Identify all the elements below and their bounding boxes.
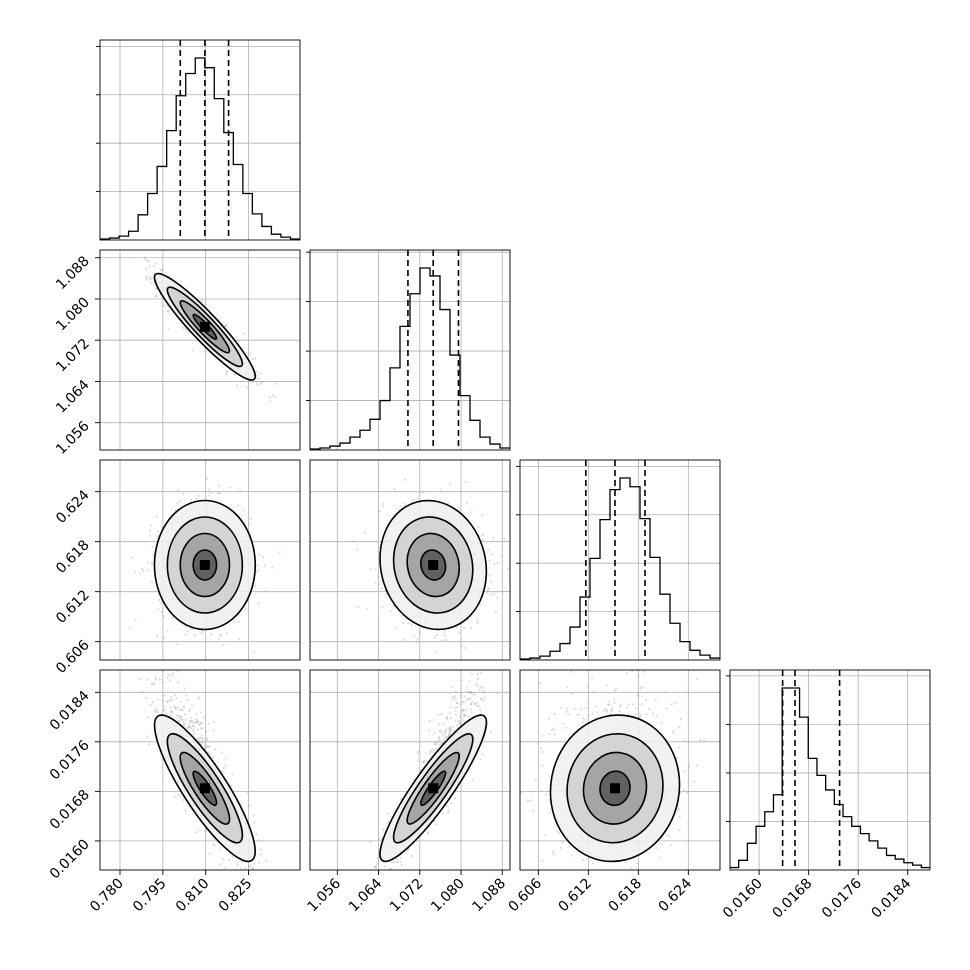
y-tick-label: 0.0160 [47, 836, 93, 882]
y-tick-label: 0.0168 [47, 787, 93, 833]
histogram-step [520, 477, 720, 660]
panel-background [310, 250, 510, 450]
contour-1 [166, 732, 244, 844]
y-tick-label: 0.624 [53, 487, 93, 527]
panel-background [730, 670, 930, 870]
y-tick-label: 1.072 [53, 336, 93, 376]
contour-0 [153, 499, 257, 631]
panel-background [520, 460, 720, 660]
contour-1 [166, 286, 244, 368]
contour-1 [392, 733, 474, 844]
y-tick-label: 1.056 [53, 418, 93, 458]
density-peak [428, 560, 439, 570]
panel-frame [99, 669, 301, 871]
contour-0 [153, 272, 257, 381]
panel-frame [309, 249, 511, 451]
density-peak [428, 783, 439, 794]
density-peak [199, 783, 210, 794]
y-tick-label: 0.618 [53, 537, 93, 577]
contour-3 [420, 549, 447, 581]
x-tick-label: 0.810 [173, 876, 213, 916]
contour-3 [192, 770, 218, 807]
y-tick-label: 0.612 [53, 587, 93, 627]
density-peak [199, 321, 210, 332]
panel-frame [99, 249, 301, 451]
panel-frame [519, 669, 721, 871]
marginal-hist-0 [96, 39, 301, 241]
x-tick-label: 1.080 [428, 876, 468, 916]
density-peak [199, 560, 210, 570]
y-tick-label: 1.080 [53, 294, 93, 334]
contour-2 [179, 532, 231, 598]
joint-panel-2-0 [99, 459, 301, 661]
contour-2 [582, 751, 648, 825]
panel-frame [309, 669, 511, 871]
y-tick-label: 0.0184 [47, 688, 93, 734]
contour-1 [566, 732, 664, 844]
x-axis-3: 0.0160 0.0168 0.0176 0.0184 [720, 870, 915, 921]
contour-3 [419, 770, 447, 807]
panel-background [100, 40, 300, 240]
panel-frame [99, 39, 301, 241]
x-tick-label: 0.795 [130, 876, 170, 916]
marginal-hist-2 [516, 459, 721, 661]
contour-3 [192, 313, 218, 340]
y-tick-label: 1.088 [53, 253, 93, 293]
panel-frame [99, 459, 301, 661]
marginal-hist-3 [726, 669, 931, 871]
x-tick-label: 1.088 [469, 876, 509, 916]
joint-panel-1-0 [99, 249, 301, 451]
contour-0 [379, 499, 488, 631]
contour-1 [392, 516, 474, 614]
y-axis-2: 0.606 0.612 0.618 0.624 [53, 487, 100, 677]
contour-2 [406, 751, 460, 825]
contour-1 [166, 516, 244, 614]
joint-panel-3-1 [309, 669, 511, 871]
joint-panel-3-2 [519, 669, 721, 871]
marginal-hist-1 [306, 249, 511, 451]
x-tick-label: 0.606 [505, 875, 545, 915]
joint-panel-2-1 [309, 459, 511, 661]
contour-3 [192, 549, 218, 581]
y-tick-label: 0.0176 [47, 737, 93, 783]
x-tick-label: 1.064 [346, 875, 386, 915]
x-tick-label: 0.0176 [819, 875, 865, 921]
contour-0 [379, 714, 488, 863]
contour-3 [599, 770, 631, 807]
histogram-step [730, 687, 930, 869]
x-tick-label: 0.0160 [720, 876, 766, 922]
x-axis-0: 0.780 0.795 0.810 0.825 [87, 870, 255, 915]
y-tick-label: 1.064 [53, 377, 93, 417]
panel-background [100, 250, 300, 450]
panel-frame [519, 459, 721, 661]
x-tick-label: 0.624 [655, 875, 695, 915]
x-tick-label: 1.072 [387, 876, 427, 916]
x-tick-label: 0.0168 [770, 876, 816, 922]
contour-0 [153, 714, 256, 863]
contour-2 [179, 300, 231, 354]
x-axis-1: 1.056 1.064 1.072 1.080 1.088 [304, 870, 509, 915]
contour-2 [179, 751, 231, 825]
panel-frame [729, 669, 931, 871]
density-peak [610, 783, 620, 794]
x-tick-label: 0.825 [216, 876, 256, 916]
contour-0 [549, 714, 681, 863]
x-axis-2: 0.606 0.612 0.618 0.624 [505, 870, 695, 915]
x-tick-label: 0.612 [555, 876, 595, 916]
x-tick-label: 0.0184 [869, 875, 915, 921]
joint-panel-3-0 [99, 669, 301, 871]
histogram-step [100, 57, 300, 240]
contour-2 [406, 532, 460, 598]
x-tick-label: 1.056 [304, 875, 344, 915]
x-tick-label: 0.780 [87, 876, 127, 916]
y-tick-label: 0.606 [53, 637, 93, 677]
panel-frame [309, 459, 511, 661]
histogram-step [310, 267, 510, 450]
x-tick-label: 0.618 [605, 876, 645, 916]
